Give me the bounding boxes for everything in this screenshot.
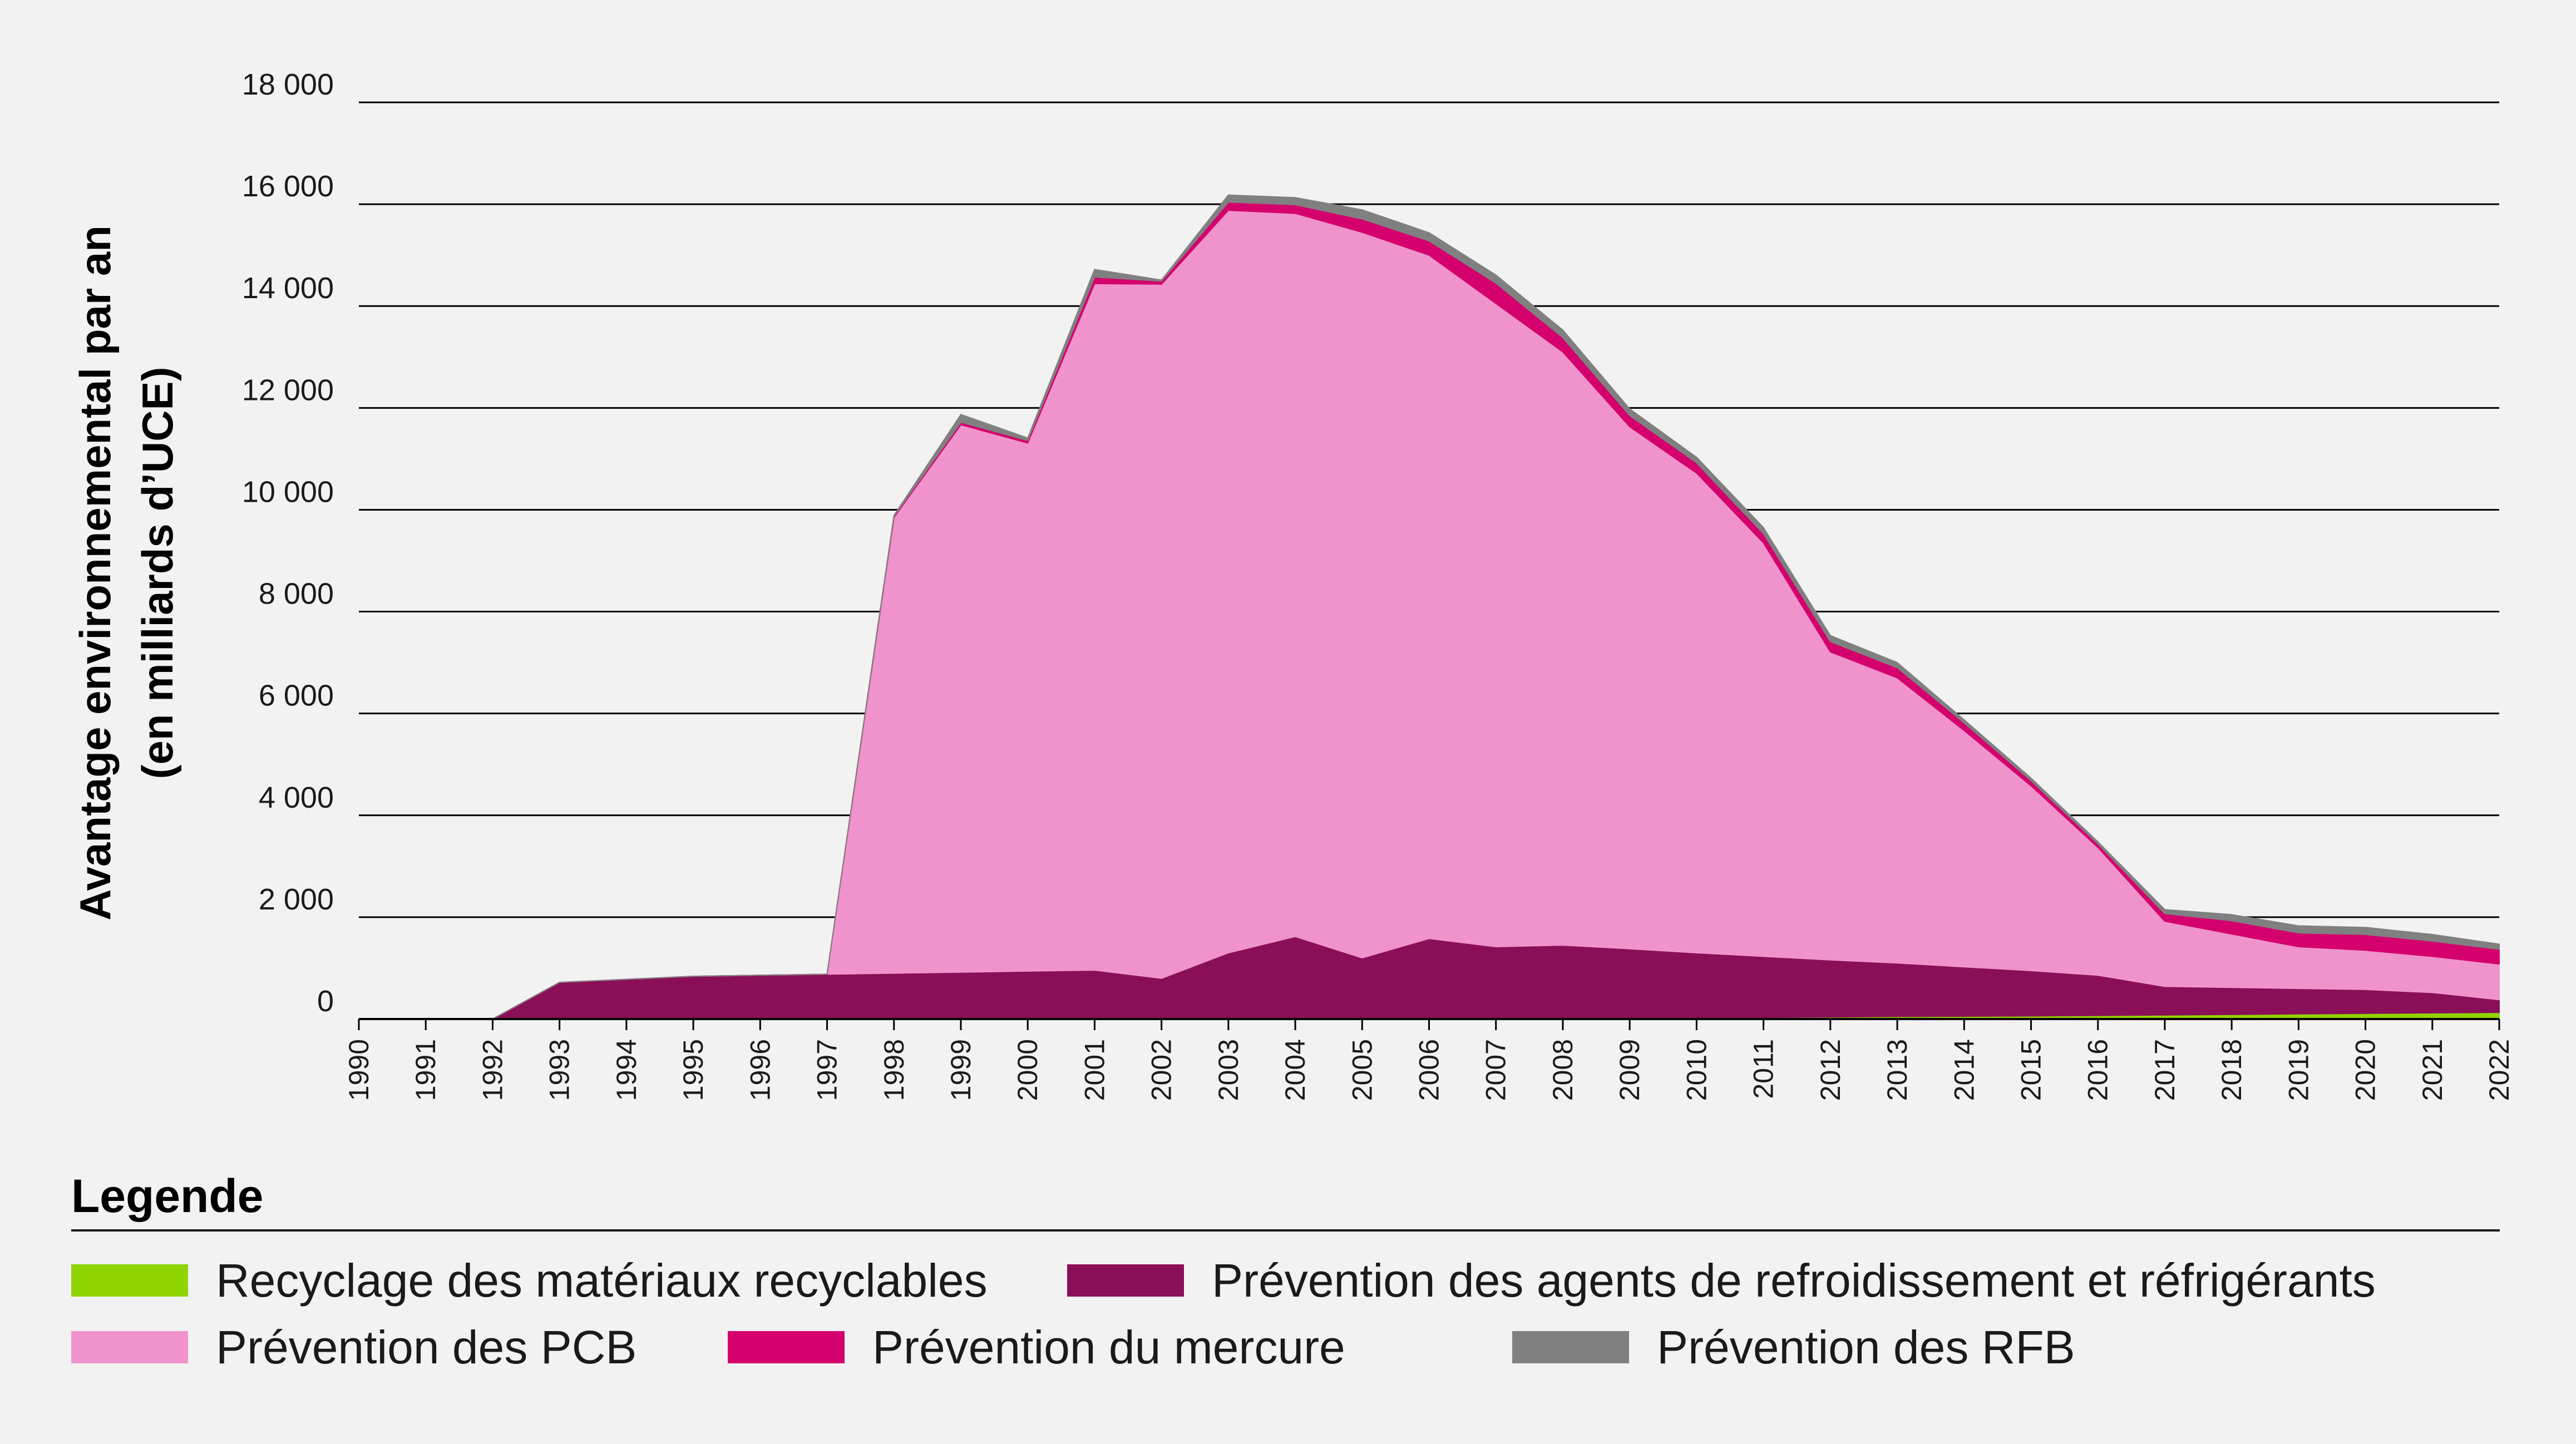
x-tick-label: 1996 bbox=[744, 1039, 776, 1101]
y-tick-label: 10 000 bbox=[242, 475, 334, 508]
x-tick-label: 2005 bbox=[1346, 1039, 1378, 1101]
y-tick-label: 6 000 bbox=[259, 679, 334, 713]
y-tick-label: 16 000 bbox=[242, 170, 334, 203]
area-series-2 bbox=[358, 210, 2500, 1020]
y-axis-label: Avantage environnemental par an (en mill… bbox=[71, 225, 182, 921]
x-tick-label: 2009 bbox=[1614, 1039, 1645, 1101]
legend-row-2: Prévention des PCB Prévention du mercure… bbox=[71, 1314, 2500, 1381]
legend-divider bbox=[71, 1229, 2500, 1232]
x-tick-label: 2007 bbox=[1481, 1039, 1512, 1101]
x-tick-label: 2002 bbox=[1146, 1039, 1177, 1101]
legend-label-recyclage: Recyclage des matériaux recyclables bbox=[216, 1254, 988, 1307]
chart: Avantage environnemental par an (en mill… bbox=[71, 68, 2515, 1101]
x-tick-label: 2017 bbox=[2149, 1039, 2180, 1101]
legend-title: Legende bbox=[71, 1170, 264, 1222]
y-axis-label-line1: Avantage environnemental par an bbox=[71, 225, 120, 921]
x-tick-label: 1991 bbox=[410, 1039, 441, 1101]
y-tick-label: 0 bbox=[317, 985, 334, 1018]
legend-item-rfb: Prévention des RFB bbox=[1512, 1314, 2075, 1381]
legend-swatch-pcb bbox=[71, 1331, 188, 1363]
legend-swatch-rfb bbox=[1512, 1331, 1629, 1363]
legend-item-refrigerants: Prévention des agents de refroidissement… bbox=[1067, 1247, 2376, 1314]
legend-label-rfb: Prévention des RFB bbox=[1657, 1321, 2075, 1373]
x-tick-label: 2022 bbox=[2484, 1039, 2515, 1101]
legend-label-pcb: Prévention des PCB bbox=[216, 1321, 637, 1373]
legend-label-mercure: Prévention du mercure bbox=[872, 1321, 1345, 1373]
legend-swatch-recyclage bbox=[71, 1264, 188, 1297]
x-tick-label: 1998 bbox=[879, 1039, 910, 1101]
legend: Legende Recyclage des matériaux recyclab… bbox=[71, 1163, 2500, 1381]
x-tick-label: 1993 bbox=[544, 1039, 575, 1101]
legend-item-mercure: Prévention du mercure bbox=[728, 1314, 1345, 1381]
x-tick-label: 2021 bbox=[2417, 1039, 2448, 1101]
x-tick-label: 2011 bbox=[1748, 1039, 1779, 1099]
x-tick-label: 2008 bbox=[1547, 1039, 1578, 1101]
legend-swatch-mercure bbox=[728, 1331, 845, 1363]
x-tick-label: 2006 bbox=[1414, 1039, 1445, 1101]
area-series-4 bbox=[358, 194, 2500, 1020]
x-tick-label: 2004 bbox=[1280, 1039, 1311, 1101]
x-tick-label: 2012 bbox=[1815, 1039, 1846, 1101]
x-tick-label: 1997 bbox=[812, 1039, 843, 1101]
x-tick-label: 1995 bbox=[678, 1039, 709, 1101]
x-tick-label: 2014 bbox=[1948, 1039, 1980, 1101]
y-tick-label: 2 000 bbox=[259, 883, 334, 916]
x-tick-label: 2001 bbox=[1079, 1039, 1110, 1101]
x-tick-label: 2010 bbox=[1681, 1039, 1712, 1101]
y-axis-label-line2: (en milliards d’UCE) bbox=[133, 367, 182, 779]
y-tick-label: 8 000 bbox=[259, 577, 334, 611]
x-tick-labels: 1990 1991 1992 1993 1994 1995 1996 1997 1998 1999… bbox=[343, 1018, 2515, 1101]
y-tick-label: 4 000 bbox=[259, 781, 334, 814]
y-tick-labels: 0 2 000 4 000 6 000 8 000 10 000 12 000 14 000 1… bbox=[242, 68, 334, 1018]
x-tick-label: 2016 bbox=[2082, 1039, 2114, 1101]
y-tick-label: 14 000 bbox=[242, 271, 334, 305]
x-tick-label: 1992 bbox=[477, 1039, 508, 1101]
x-tick-label: 1999 bbox=[945, 1039, 976, 1101]
legend-item-pcb: Prévention des PCB bbox=[71, 1314, 636, 1381]
legend-label-refrigerants: Prévention des agents de refroidissement… bbox=[1212, 1254, 2376, 1307]
x-tick-label: 2013 bbox=[1882, 1039, 1913, 1101]
area-series bbox=[358, 194, 2500, 1020]
legend-item-recyclage: Recyclage des matériaux recyclables bbox=[71, 1247, 988, 1314]
x-tick-label: 2020 bbox=[2350, 1039, 2381, 1101]
y-tick-label: 12 000 bbox=[242, 373, 334, 407]
legend-row-1: Recyclage des matériaux recyclables Prév… bbox=[71, 1247, 2500, 1314]
x-tick-label: 1994 bbox=[611, 1039, 642, 1101]
x-tick-label: 2019 bbox=[2283, 1039, 2314, 1101]
x-tick-label: 2000 bbox=[1012, 1039, 1043, 1101]
x-tick-label: 2015 bbox=[2016, 1039, 2047, 1101]
x-tick-label: 2018 bbox=[2216, 1039, 2247, 1101]
x-tick-label: 1990 bbox=[343, 1039, 374, 1101]
x-tick-label: 2003 bbox=[1213, 1039, 1244, 1101]
legend-swatch-refrigerants bbox=[1067, 1264, 1184, 1297]
y-tick-label: 18 000 bbox=[242, 68, 334, 101]
